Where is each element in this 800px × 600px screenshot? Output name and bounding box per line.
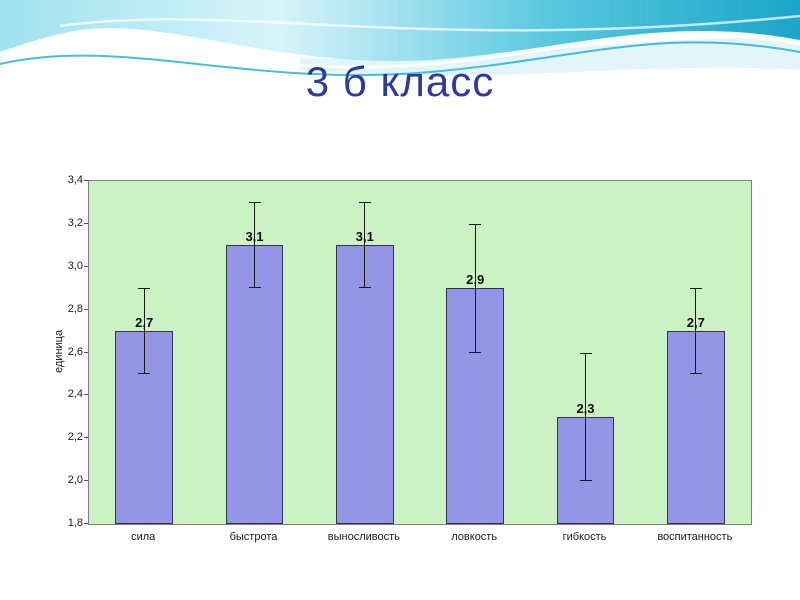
error-bar-line (254, 202, 255, 289)
plot-area: 2,7 3,1 3,1 2,9 2,3 2,7 (88, 180, 752, 525)
error-bar-cap (469, 351, 482, 353)
x-category-label: сила (131, 531, 156, 543)
y-tick-label: 3,2 (67, 216, 83, 229)
error-bar-cap (689, 288, 702, 290)
bar-value-label: 2,9 (466, 272, 485, 288)
y-tick-label: 3,0 (67, 259, 83, 272)
error-bar-line (695, 288, 697, 374)
wave-band-shape (0, 0, 800, 62)
y-tick-label: 3,4 (67, 174, 83, 186)
wave-white-line (0, 32, 800, 69)
y-tick-mark (84, 222, 88, 224)
x-category-label: гибкость (562, 531, 607, 543)
error-bar-line (474, 223, 476, 353)
error-bar-cap (689, 372, 702, 374)
bar-value-label: 3,1 (245, 229, 264, 245)
y-tick-label: 2,0 (67, 474, 83, 487)
y-tick-label: 2,2 (67, 431, 83, 444)
x-category-label: выносливость (327, 531, 400, 543)
error-bar-cap (248, 202, 261, 204)
slide-title: 3 б класс (305, 58, 495, 105)
error-bar-line (364, 202, 366, 289)
y-tick-mark (84, 523, 88, 524)
y-tick-mark (84, 265, 88, 267)
error-bar-line (585, 352, 586, 482)
wave-inner-white-line (59, 14, 800, 32)
wave-teal-line (0, 41, 800, 77)
wave-decoration (0, 0, 800, 77)
y-tick-label: 1,8 (67, 517, 83, 529)
bar-value-label: 2,7 (686, 315, 705, 331)
bar-value-label: 3,1 (355, 229, 374, 245)
y-tick-mark (84, 180, 88, 181)
x-category-label: быстрота (229, 531, 278, 543)
error-bar-cap (358, 202, 371, 204)
y-tick-mark (84, 308, 88, 310)
error-bar-cap (138, 288, 151, 290)
y-tick-mark (84, 480, 88, 482)
y-tick-mark (84, 437, 88, 439)
x-category-label: воспитанность (657, 531, 733, 543)
error-bar-cap (248, 287, 261, 289)
bar-value-label: 2,3 (576, 400, 595, 416)
bar (225, 245, 284, 524)
bar-value-label: 2,7 (135, 315, 154, 331)
y-tick-label: 2,8 (67, 302, 83, 315)
error-bar-cap (138, 372, 151, 374)
bar-chart: единица 3,4 3,2 3,0 2,8 2,6 2,4 2,2 2,0 1,8 2,7 3… (53, 168, 755, 558)
y-tick-label: 2,6 (67, 345, 83, 358)
error-bar-cap (358, 287, 371, 289)
error-bar-line (143, 288, 145, 374)
error-bar-cap (579, 352, 592, 354)
x-category-label: ловкость (451, 531, 498, 543)
y-tick-label: 2,4 (67, 388, 83, 401)
error-bar-cap (579, 480, 592, 482)
y-tick-mark (84, 351, 88, 353)
bar (336, 245, 394, 524)
y-tick-mark (84, 394, 88, 396)
error-bar-cap (469, 223, 482, 225)
